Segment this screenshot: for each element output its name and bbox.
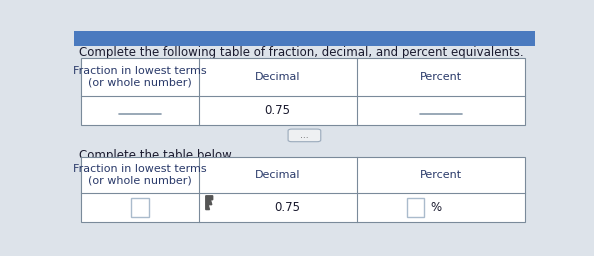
Text: ...: ... (300, 131, 309, 140)
Text: Percent: Percent (420, 170, 462, 180)
Text: %: % (430, 201, 441, 214)
Text: 0.75: 0.75 (265, 104, 290, 117)
Bar (407, 198, 424, 217)
Text: Complete the table below.: Complete the table below. (79, 149, 234, 162)
Bar (81, 58, 526, 125)
Text: Decimal: Decimal (255, 72, 301, 82)
Text: Complete the following table of fraction, decimal, and percent equivalents.: Complete the following table of fraction… (79, 47, 523, 59)
Bar (74, 31, 535, 47)
FancyBboxPatch shape (288, 129, 321, 142)
Bar (131, 198, 148, 217)
Text: Percent: Percent (420, 72, 462, 82)
Text: Fraction in lowest terms
(or whole number): Fraction in lowest terms (or whole numbe… (73, 164, 207, 186)
Text: 0.75: 0.75 (274, 201, 300, 214)
Text: Fraction in lowest terms
(or whole number): Fraction in lowest terms (or whole numbe… (73, 66, 207, 88)
Polygon shape (206, 196, 213, 210)
Text: Decimal: Decimal (255, 170, 301, 180)
Bar (81, 157, 526, 222)
